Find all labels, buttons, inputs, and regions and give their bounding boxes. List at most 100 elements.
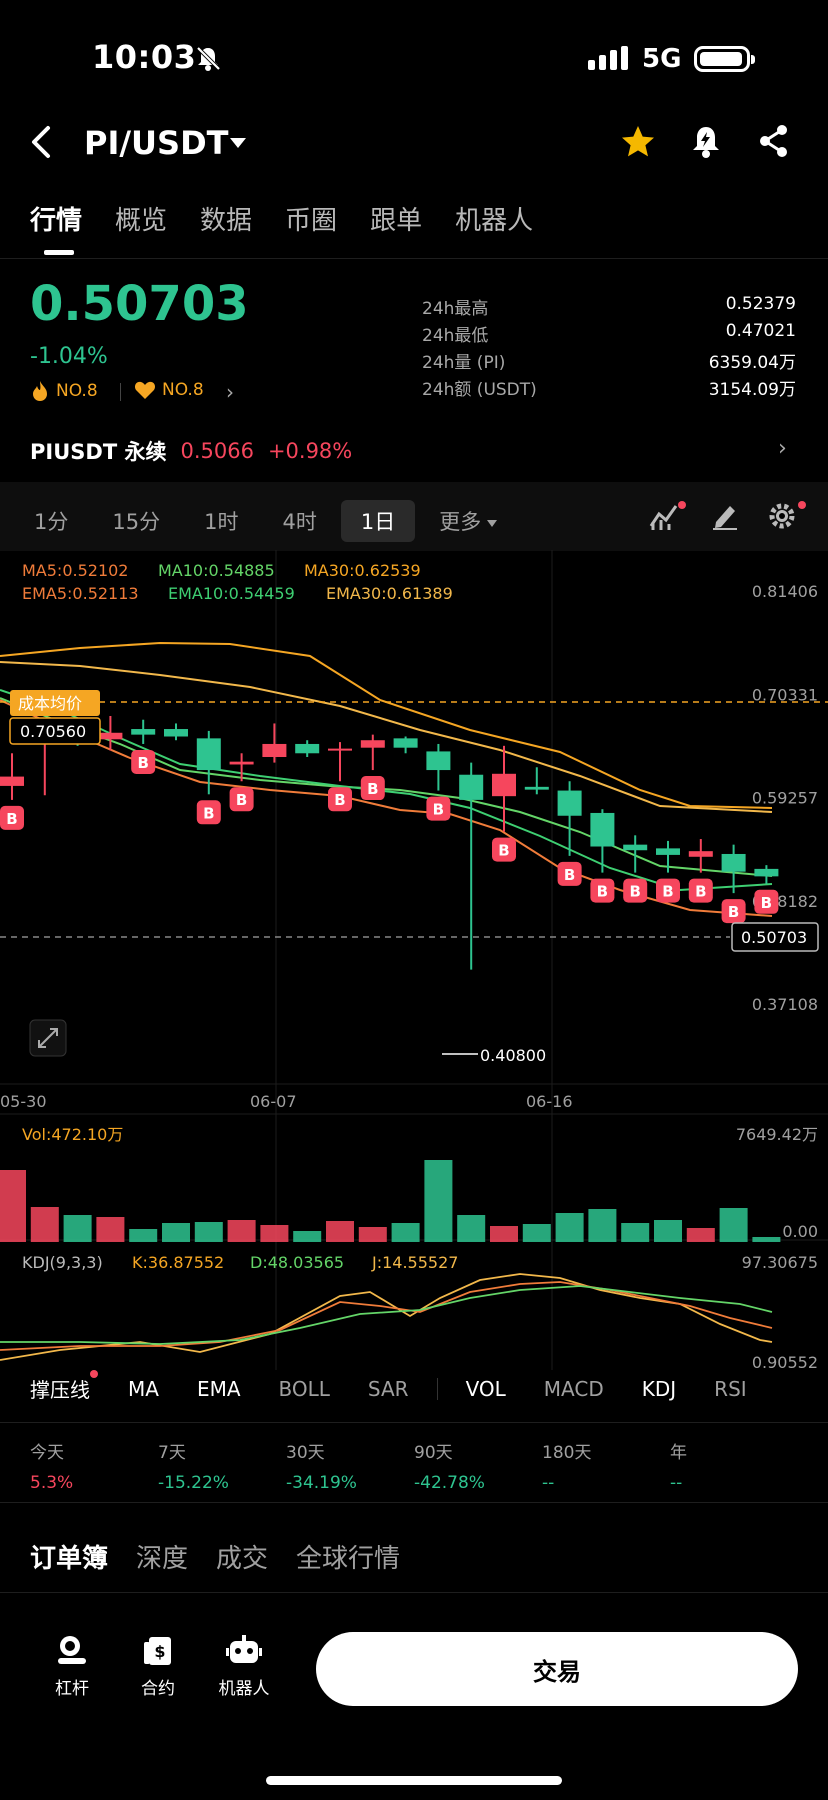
contract-button[interactable]: $ 合约 — [118, 1634, 198, 1699]
pair-title[interactable]: PI/USDT — [84, 124, 229, 162]
price-axis-label-1: 0.70331 — [752, 685, 818, 704]
buy-marker-label-11: B — [367, 780, 378, 798]
perf-value-30d: -34.19% — [286, 1473, 357, 1493]
perp-name: PIUSDT 永续 — [30, 440, 167, 464]
indicator-boll[interactable]: BOLL — [278, 1376, 330, 1401]
buy-marker-17[interactable] — [557, 861, 582, 886]
interval-15m[interactable]: 15分 — [112, 510, 161, 534]
favorite-star-icon[interactable] — [620, 124, 656, 160]
tab-bot[interactable]: 机器人 — [455, 206, 534, 236]
stat-turnover: 24h额 (USDT) 3154.09万 — [422, 380, 796, 400]
rank-hot[interactable]: NO.8 — [30, 380, 98, 402]
buy-marker-10[interactable] — [328, 787, 352, 812]
buy-marker-0[interactable] — [0, 805, 24, 830]
volume-bar-18 — [588, 1209, 617, 1242]
current-price-tag: 0.50703 — [731, 922, 819, 952]
volume-label: Vol:472.10万 — [22, 1125, 123, 1144]
ma30-line — [0, 641, 773, 809]
volume-bar-11 — [358, 1227, 387, 1242]
tab-market[interactable]: 行情 — [30, 206, 83, 236]
tab-trades[interactable]: 成交 — [216, 1544, 269, 1574]
tab-copy-trade[interactable]: 跟单 — [370, 206, 423, 236]
rank-fav[interactable]: NO.8 — [134, 380, 204, 400]
candle-body-0 — [0, 776, 24, 786]
price-alert-icon[interactable] — [690, 124, 722, 160]
buy-marker-4[interactable] — [131, 749, 156, 774]
robot-button[interactable]: 机器人 — [204, 1634, 284, 1699]
tab-depth[interactable]: 深度 — [136, 1544, 189, 1574]
buy-marker-11[interactable] — [360, 776, 385, 801]
interval-selector: 1分 15分 1时 4时 1日 更多 — [34, 500, 541, 542]
kdj-d-line — [0, 1285, 773, 1345]
network-type: 5G — [642, 44, 682, 74]
indicator-vol[interactable]: VOL — [465, 1376, 506, 1401]
buy-marker-21[interactable] — [688, 878, 713, 903]
tab-global-market[interactable]: 全球行情 — [296, 1544, 401, 1574]
cost-price-tag[interactable]: 成本均价 0.70560 — [9, 690, 101, 745]
share-icon[interactable] — [758, 124, 790, 158]
interval-more[interactable]: 更多 — [439, 506, 498, 536]
buy-marker-20[interactable] — [656, 878, 680, 903]
perpetual-link[interactable]: PIUSDT 永续 0.5066 +0.98% — [30, 436, 352, 466]
flame-icon — [33, 381, 47, 401]
buy-marker-13[interactable] — [426, 796, 451, 821]
indicator-ma[interactable]: MA — [128, 1376, 159, 1401]
buy-marker-22[interactable] — [721, 899, 746, 924]
ema10-value: EMA10:0.54459 — [168, 584, 295, 603]
indicator-macd[interactable]: MACD — [543, 1376, 604, 1401]
indicator-rsi[interactable]: RSI — [714, 1376, 747, 1401]
kdj-j-line — [0, 1273, 773, 1361]
volume-bar-20 — [654, 1220, 682, 1242]
kdj-k-line — [0, 1281, 773, 1351]
trade-button[interactable]: 交易 — [316, 1632, 798, 1706]
buy-marker-23[interactable] — [754, 889, 779, 914]
interval-1d[interactable]: 1日 — [340, 500, 416, 542]
volume-bar-19 — [621, 1223, 650, 1242]
low-price-label: 0.40800 — [480, 1046, 546, 1065]
indicator-kdj[interactable]: KDJ — [641, 1376, 677, 1401]
candle-body-16 — [524, 786, 549, 790]
back-arrow-icon[interactable] — [28, 124, 56, 160]
buy-marker-label-22: B — [728, 903, 739, 921]
expand-icon[interactable] — [29, 1019, 67, 1057]
chart-settings-icon[interactable] — [768, 500, 808, 532]
buy-marker-19[interactable] — [623, 878, 648, 903]
interval-1m[interactable]: 1分 — [34, 510, 69, 534]
perp-chevron-icon[interactable]: › — [778, 436, 787, 461]
candle-body-13 — [426, 751, 451, 771]
interval-1h[interactable]: 1时 — [204, 510, 239, 534]
tab-community[interactable]: 币圈 — [285, 206, 338, 236]
price-axis-label-0: 0.81406 — [752, 582, 818, 601]
indicator-support-resistance[interactable]: 撑压线 — [30, 1370, 98, 1403]
tab-overview[interactable]: 概览 — [115, 206, 168, 236]
volume-bar-21 — [686, 1228, 715, 1242]
caret-down-icon — [487, 519, 498, 527]
kdj-label: KDJ(9,3,3) — [22, 1253, 103, 1272]
buy-marker-7[interactable] — [229, 787, 254, 812]
volume-bar-16 — [522, 1224, 551, 1242]
interval-more-label: 更多 — [439, 510, 482, 534]
indicator-chart-icon[interactable] — [648, 500, 686, 532]
buy-marker-15[interactable] — [492, 837, 516, 862]
ma5-value: MA5:0.52102 — [22, 561, 128, 580]
draw-pen-icon[interactable] — [710, 500, 740, 530]
tab-data[interactable]: 数据 — [200, 206, 253, 236]
home-indicator[interactable] — [266, 1776, 562, 1785]
buy-marker-6[interactable] — [196, 800, 221, 825]
indicator-sar[interactable]: SAR — [367, 1376, 409, 1401]
tab-orderbook[interactable]: 订单簿 — [30, 1544, 109, 1574]
candle-body-23 — [754, 868, 779, 877]
candle-body-11 — [360, 740, 385, 748]
pair-dropdown-icon[interactable] — [230, 138, 246, 148]
indicator-ema[interactable]: EMA — [196, 1376, 241, 1401]
kdj-lines — [0, 1273, 773, 1361]
candle-body-6 — [196, 738, 221, 771]
date-label-1: 05-30 — [0, 1092, 47, 1111]
rank-chevron-icon[interactable]: › — [226, 380, 234, 404]
buy-marker-18[interactable] — [590, 878, 615, 903]
leverage-button[interactable]: 杠杆 — [32, 1634, 112, 1699]
ema5-value: EMA5:0.52113 — [22, 584, 139, 603]
interval-4h[interactable]: 4时 — [282, 510, 317, 534]
